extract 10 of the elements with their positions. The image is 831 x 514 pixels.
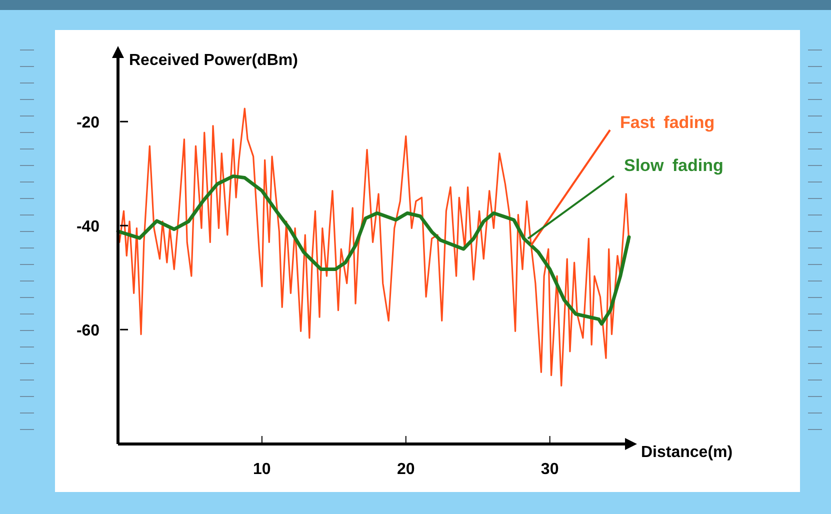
y-tick-label: -20 — [76, 114, 100, 132]
x-tick-label: 10 — [253, 461, 271, 478]
y-tick-label: -40 — [76, 218, 100, 236]
y-axis-title: Received Power(dBm) — [129, 52, 298, 69]
x-tick-label: 30 — [540, 461, 559, 478]
x-tick-label: 20 — [396, 461, 415, 478]
y-tick-label: -60 — [76, 322, 100, 340]
x-axis-title: Distance(m) — [641, 444, 733, 461]
text: Fast fading — [620, 113, 715, 132]
text: Slow fading — [624, 156, 724, 175]
